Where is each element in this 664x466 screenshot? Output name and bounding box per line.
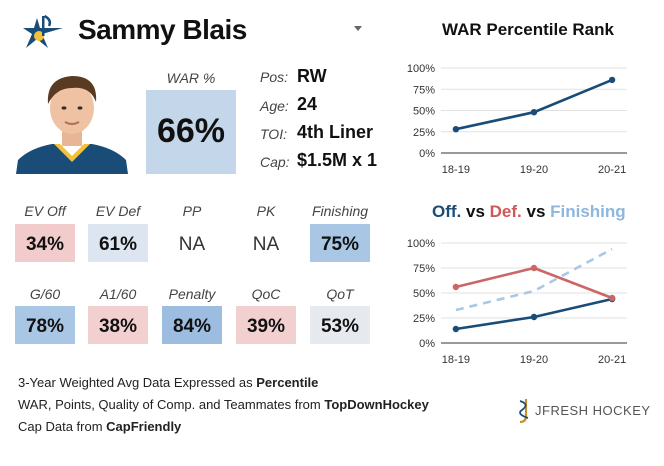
x-tick-label: 18-19	[442, 164, 470, 176]
stat-label-pp: PP	[182, 203, 202, 219]
stat-box-pp	[162, 224, 222, 262]
stat-label-ev-def: EV Def	[95, 203, 141, 219]
x-tick-label: 19-20	[520, 354, 548, 366]
y-tick-label: 25%	[413, 127, 435, 139]
chart-title-split: Off. vs Def. vs Finishing	[432, 202, 626, 222]
stat-value-ev-def: 61%	[98, 234, 138, 255]
stat-box-g60	[15, 306, 75, 344]
stat-label-qot: QoT	[326, 286, 354, 302]
caret-down-icon[interactable]	[354, 26, 362, 31]
stat-label-finishing: Finishing	[311, 203, 369, 219]
stat-box-pk	[236, 224, 296, 262]
toi-key: TOI:	[260, 126, 287, 142]
title-part-off: Off.	[432, 202, 462, 221]
player-name: Sammy Blais	[78, 14, 247, 45]
stat-box-qot	[310, 306, 370, 344]
x-tick-label: 20-21	[598, 164, 626, 176]
jfresh-logo-icon	[519, 399, 529, 424]
stat-box-ev-def	[88, 224, 148, 262]
stat-box-penalty	[162, 306, 222, 344]
stat-value-finishing: 75%	[320, 234, 360, 255]
data-point	[452, 283, 460, 291]
stat-value-pk: NA	[252, 234, 280, 255]
y-tick-label: 75%	[413, 263, 435, 275]
stat-label-g60: G/60	[29, 286, 61, 302]
stat-box-finishing	[310, 224, 370, 262]
x-tick-label: 20-21	[598, 354, 626, 366]
data-point	[608, 294, 616, 302]
title-part-vs-2: vs	[521, 202, 551, 221]
data-point	[530, 109, 538, 116]
footer-line-2-text: WAR, Points, Quality of Comp. and Teamma…	[18, 397, 325, 412]
stat-value-g60: 78%	[25, 316, 65, 337]
chart-title-war: WAR Percentile Rank	[442, 20, 614, 39]
stat-value-penalty: 84%	[172, 316, 212, 337]
y-tick-label: 75%	[413, 84, 435, 96]
x-tick-label: 19-20	[520, 164, 548, 176]
player-photo	[16, 64, 128, 174]
y-tick-label: 25%	[413, 313, 435, 325]
war-label: WAR %	[166, 70, 216, 86]
footer-line-2: WAR, Points, Quality of Comp. and Teamma…	[18, 397, 429, 412]
position-value: RW	[297, 66, 327, 86]
chart-svg: 100% 75% 50% 25% 0% 18-19 19-20 20-21	[407, 63, 627, 176]
data-point	[452, 126, 460, 133]
off-def-finishing-chart: 100% 75% 50% 25% 0% 18-19 19-20 20-21	[395, 233, 655, 373]
data-point	[608, 76, 616, 84]
data-point	[452, 325, 460, 333]
stat-value-qoc: 39%	[246, 316, 286, 337]
stat-box-a160	[88, 306, 148, 344]
y-tick-label: 0%	[419, 148, 435, 160]
data-point	[530, 264, 538, 272]
toi-value: 4th Liner	[297, 122, 374, 142]
cap-value: $1.5M x 1	[297, 150, 378, 170]
y-tick-label: 50%	[413, 288, 435, 300]
footer-line-1-text: 3-Year Weighted Avg Data Expressed as	[18, 375, 257, 390]
war-value: 66%	[156, 112, 226, 150]
chart-svg: 100% 75% 50% 25% 0% 18-19 19-20 20-21	[407, 238, 627, 366]
cap-key: Cap:	[260, 154, 290, 170]
data-point	[530, 313, 538, 321]
brand-name: JFRESH HOCKEY	[535, 403, 651, 418]
footer-line-3-text: Cap Data from	[18, 419, 107, 434]
blues-note-icon	[23, 14, 63, 48]
stat-box-ev-off	[15, 224, 75, 262]
stat-label-pk: PK	[256, 203, 276, 219]
stat-value-a160: 38%	[98, 316, 138, 337]
war-percentile-chart: 100% 75% 50% 25% 0% 18-19 19-20 20-21	[395, 58, 655, 183]
stat-value-qot: 53%	[320, 316, 360, 337]
y-tick-label: 100%	[407, 63, 435, 75]
position-key: Pos:	[260, 69, 289, 85]
footer-line-1-bold: Percentile	[256, 375, 319, 390]
war-box	[146, 90, 236, 174]
footer-line-3-bold: CapFriendly	[106, 419, 182, 434]
stat-label-ev-off: EV Off	[24, 203, 66, 219]
stat-value-ev-off: 34%	[25, 234, 65, 255]
stat-label-qoc: QoC	[251, 286, 281, 302]
stat-box-qoc	[236, 306, 296, 344]
age-key: Age:	[260, 98, 289, 114]
stat-value-pp: NA	[178, 234, 206, 255]
stat-label-a160: A1/60	[99, 286, 137, 302]
footer-line-1: 3-Year Weighted Avg Data Expressed as Pe…	[18, 375, 318, 390]
stat-label-penalty: Penalty	[168, 286, 216, 302]
footer-line-2-bold: TopDownHockey	[324, 397, 429, 412]
title-part-def: Def.	[489, 202, 522, 221]
y-tick-label: 0%	[419, 338, 435, 350]
age-value: 24	[297, 94, 318, 114]
title-part-finishing: Finishing	[550, 202, 626, 221]
y-tick-label: 50%	[413, 106, 435, 118]
series-line-0	[455, 78, 613, 131]
title-part-vs-1: vs	[461, 202, 490, 221]
series-line-2	[455, 247, 613, 312]
footer-line-3: Cap Data from CapFriendly	[18, 419, 181, 434]
x-tick-label: 18-19	[442, 354, 470, 366]
y-tick-label: 100%	[407, 238, 435, 250]
